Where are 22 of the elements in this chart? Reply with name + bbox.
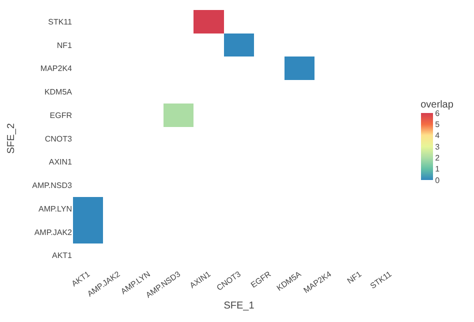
y-tick-label: AKT1 — [52, 251, 73, 260]
x-axis-title: SFE_1 — [224, 300, 255, 312]
y-tick-label: AMP.JAK2 — [34, 228, 73, 237]
color-bar-label: 5 — [435, 120, 440, 129]
y-tick-label: STK11 — [48, 17, 73, 26]
color-bar-label: 4 — [435, 131, 440, 140]
y-tick-label: EGFR — [50, 110, 72, 120]
y-tick-label: KDM5A — [44, 88, 73, 97]
y-tick-label: CNOT3 — [44, 134, 73, 144]
color-bar-label: 0 — [435, 176, 440, 185]
x-tick-label: NF1 — [346, 269, 364, 286]
y-tick-label: AMP.LYN — [38, 204, 72, 214]
y-tick-label: MAP2K4 — [40, 64, 73, 74]
color-bar-label: 2 — [435, 153, 440, 162]
color-bar-label: 6 — [435, 108, 440, 118]
y-tick-label: NF1 — [56, 40, 73, 50]
color-bar-label: 1 — [435, 164, 440, 174]
color-bar-title: overlap — [420, 100, 454, 110]
y-tick-label: AXIN1 — [48, 158, 73, 167]
color-bar-label: 3 — [435, 142, 440, 152]
y-axis-title: SFE_2 — [6, 122, 18, 154]
y-tick-label: AMP.NSD3 — [32, 181, 73, 190]
